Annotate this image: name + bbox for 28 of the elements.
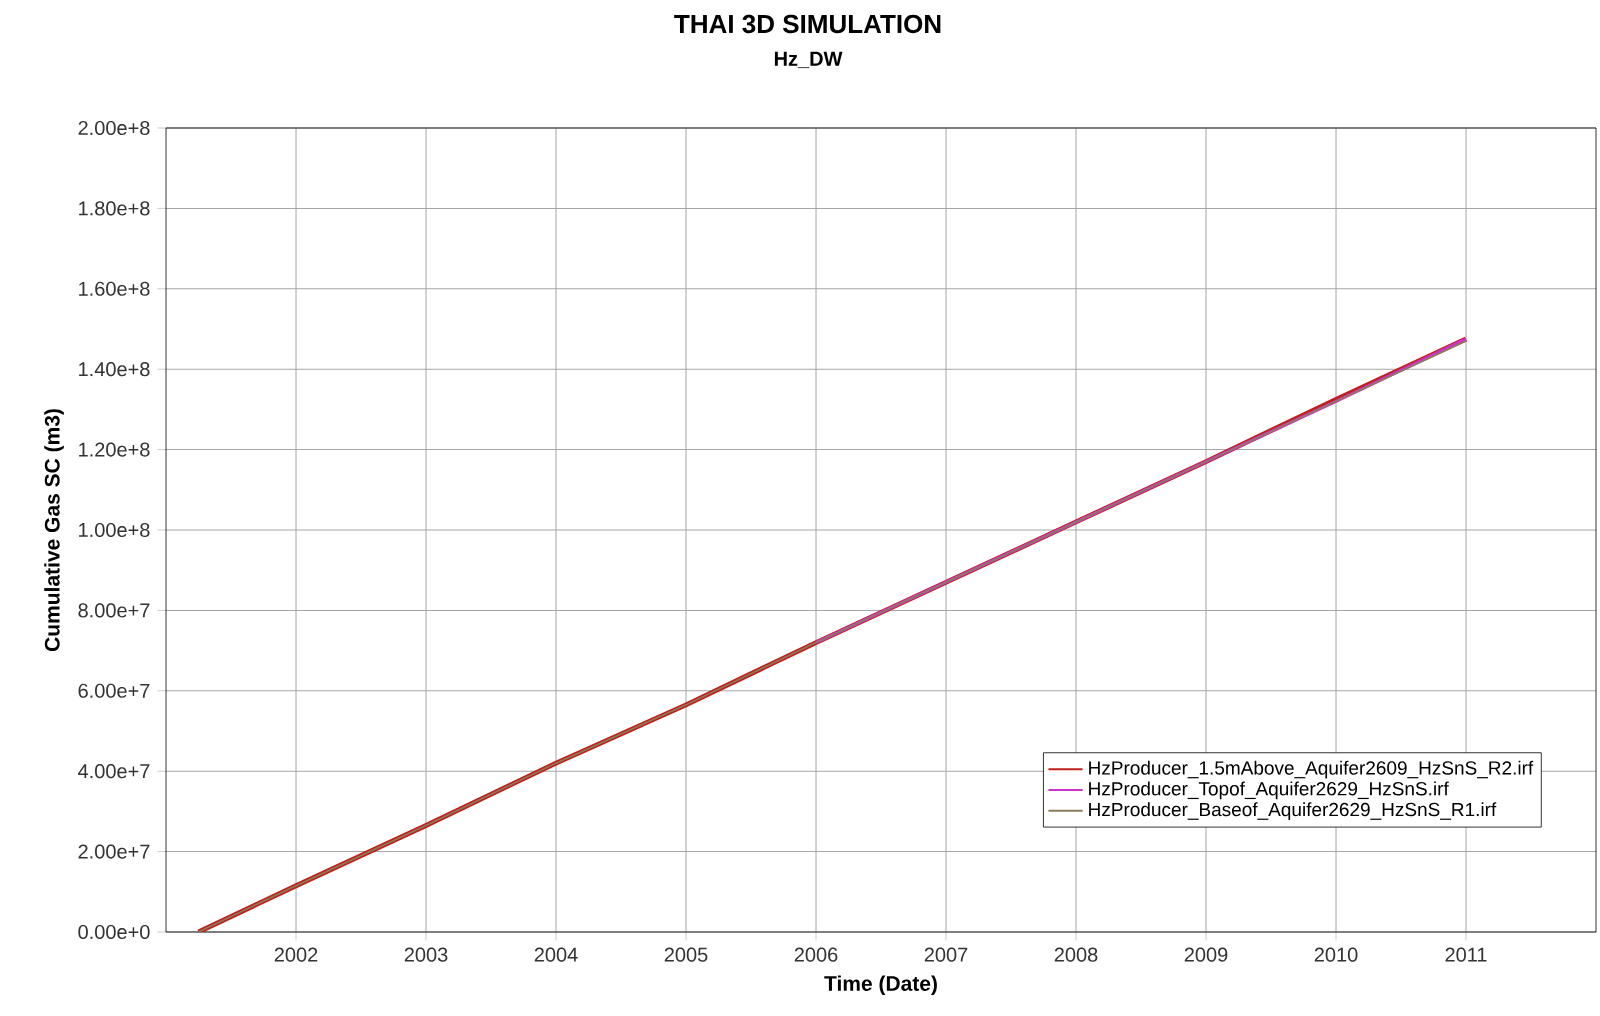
chart-title: THAI 3D SIMULATION	[674, 14, 941, 34]
y-tick-label: 6.00e+7	[78, 683, 150, 698]
x-tick-label: 2011	[1445, 947, 1487, 962]
y-tick-label: 1.40e+8	[79, 362, 150, 377]
x-axis-title: Time (Date)	[824, 975, 937, 996]
legend-label: HzProducer_Baseof_Aquifer2629_HzSnS_R1.irf	[1089, 802, 1497, 821]
x-tick-label: 2009	[1184, 947, 1228, 962]
x-tick-label: 2008	[1054, 947, 1098, 962]
y-tick-label: 1.60e+8	[79, 281, 150, 296]
x-tick-label: 2005	[664, 947, 708, 962]
y-tick-label: 0.00e+0	[78, 924, 150, 940]
y-tick-label: 1.80e+8	[79, 201, 150, 216]
legend-label: HzProducer_Topof_Aquifer2629_HzSnS.irf	[1089, 781, 1449, 800]
y-tick-label: 1.20e+8	[79, 442, 150, 457]
x-tick-label: 2002	[274, 947, 318, 962]
y-tick-label: 2.00e+8	[78, 120, 150, 136]
x-tick-label: 2006	[794, 947, 838, 962]
y-axis-title: Cumulative Gas SC (m3)	[44, 409, 64, 652]
y-tick-label: 2.00e+7	[78, 844, 150, 859]
x-tick-label: 2004	[534, 947, 578, 962]
chart-subtitle: Hz_DW	[774, 51, 843, 69]
y-tick-label: 4.00e+7	[78, 764, 150, 779]
x-tick-label: 2007	[924, 947, 968, 962]
legend-label: HzProducer_1.5mAbove_Aquifer2609_HzSnS_R2.irf	[1089, 760, 1534, 779]
y-tick-label: 8.00e+7	[78, 603, 150, 618]
y-tick-label: 1.00e+8	[79, 522, 150, 538]
x-tick-label: 2010	[1314, 947, 1358, 962]
x-tick-label: 2003	[404, 947, 448, 962]
